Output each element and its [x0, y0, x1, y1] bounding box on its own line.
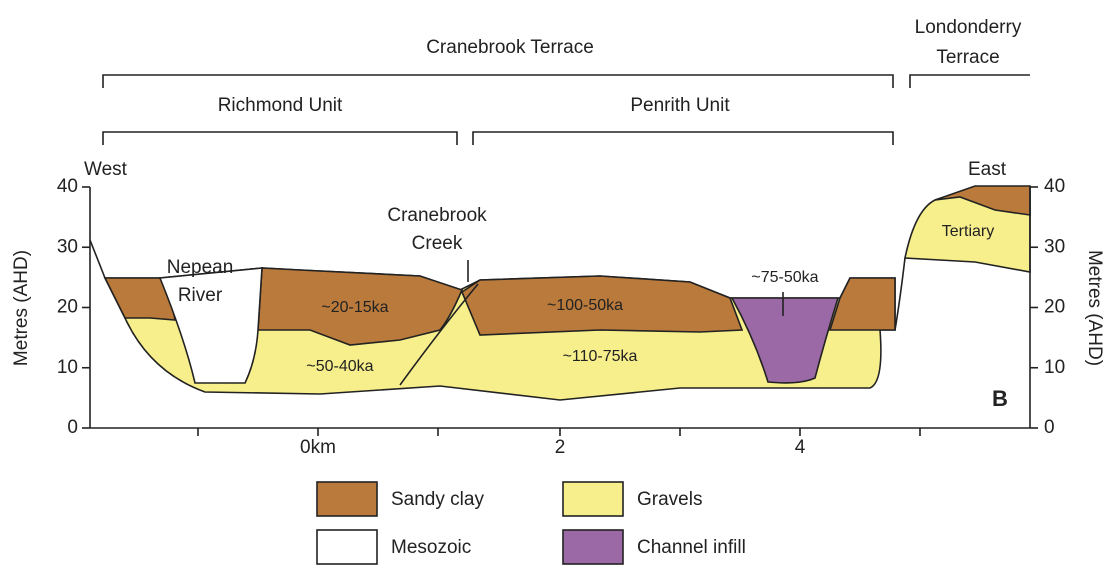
- y-tick-label: 20: [57, 297, 78, 318]
- y-tick-label: 20: [1044, 297, 1065, 318]
- y-tick-label: 40: [57, 176, 78, 197]
- feature-label: Creek: [412, 233, 463, 254]
- y-tick-label: 10: [57, 357, 78, 378]
- legend-swatch: [317, 530, 377, 564]
- terrace-label: Terrace: [936, 47, 999, 68]
- x-tick-label: 2: [555, 437, 566, 458]
- y-tick-label: 40: [1044, 176, 1065, 197]
- x-tick-label: 4: [795, 437, 806, 458]
- y-tick-label: 0: [67, 417, 78, 438]
- bracket: [910, 75, 1030, 88]
- legend-swatch: [563, 482, 623, 516]
- age-label: ~110-75ka: [563, 348, 638, 365]
- unit-label: Penrith Unit: [630, 95, 730, 116]
- feature-label: Cranebrook: [387, 205, 487, 226]
- unit-label: Richmond Unit: [218, 95, 343, 116]
- feature-label: Nepean: [167, 257, 234, 278]
- age-label: ~100-50ka: [547, 297, 623, 314]
- axis-title: Metres (AHD): [11, 250, 32, 366]
- y-tick-label: 30: [57, 236, 78, 257]
- surface: [90, 240, 105, 278]
- bracket: [103, 75, 893, 88]
- direction-label: West: [84, 159, 128, 180]
- y-tick-label: 30: [1044, 236, 1065, 257]
- legend-label: Mesozoic: [391, 537, 471, 558]
- legend-label: Sandy clay: [391, 489, 484, 510]
- surface: [895, 258, 905, 330]
- y-tick-label: 0: [1044, 417, 1055, 438]
- age-label: ~20-15ka: [321, 299, 388, 316]
- direction-label: East: [968, 159, 1007, 180]
- legend-swatch: [317, 482, 377, 516]
- bracket: [473, 132, 893, 145]
- unit-label: Tertiary: [942, 223, 994, 240]
- panel-label: B: [992, 386, 1008, 411]
- age-label: ~75-50ka: [751, 269, 818, 286]
- sandy-clay: [830, 278, 895, 330]
- y-tick-label: 10: [1044, 357, 1065, 378]
- x-ticks: [198, 428, 920, 436]
- feature-label: River: [178, 285, 223, 306]
- axis-title: Metres (AHD): [1084, 250, 1105, 366]
- legend-label: Channel infill: [637, 537, 746, 558]
- age-label: ~50-40ka: [306, 358, 373, 375]
- x-tick-label: 0km: [300, 437, 336, 458]
- terrace-label: Londonderry: [915, 17, 1022, 38]
- bracket: [103, 132, 457, 145]
- legend-label: Gravels: [637, 489, 702, 510]
- cross-section: Cranebrook Terrace Londonderry Terrace R…: [0, 0, 1114, 568]
- legend-swatch: [563, 530, 623, 564]
- terrace-label: Cranebrook Terrace: [426, 37, 594, 58]
